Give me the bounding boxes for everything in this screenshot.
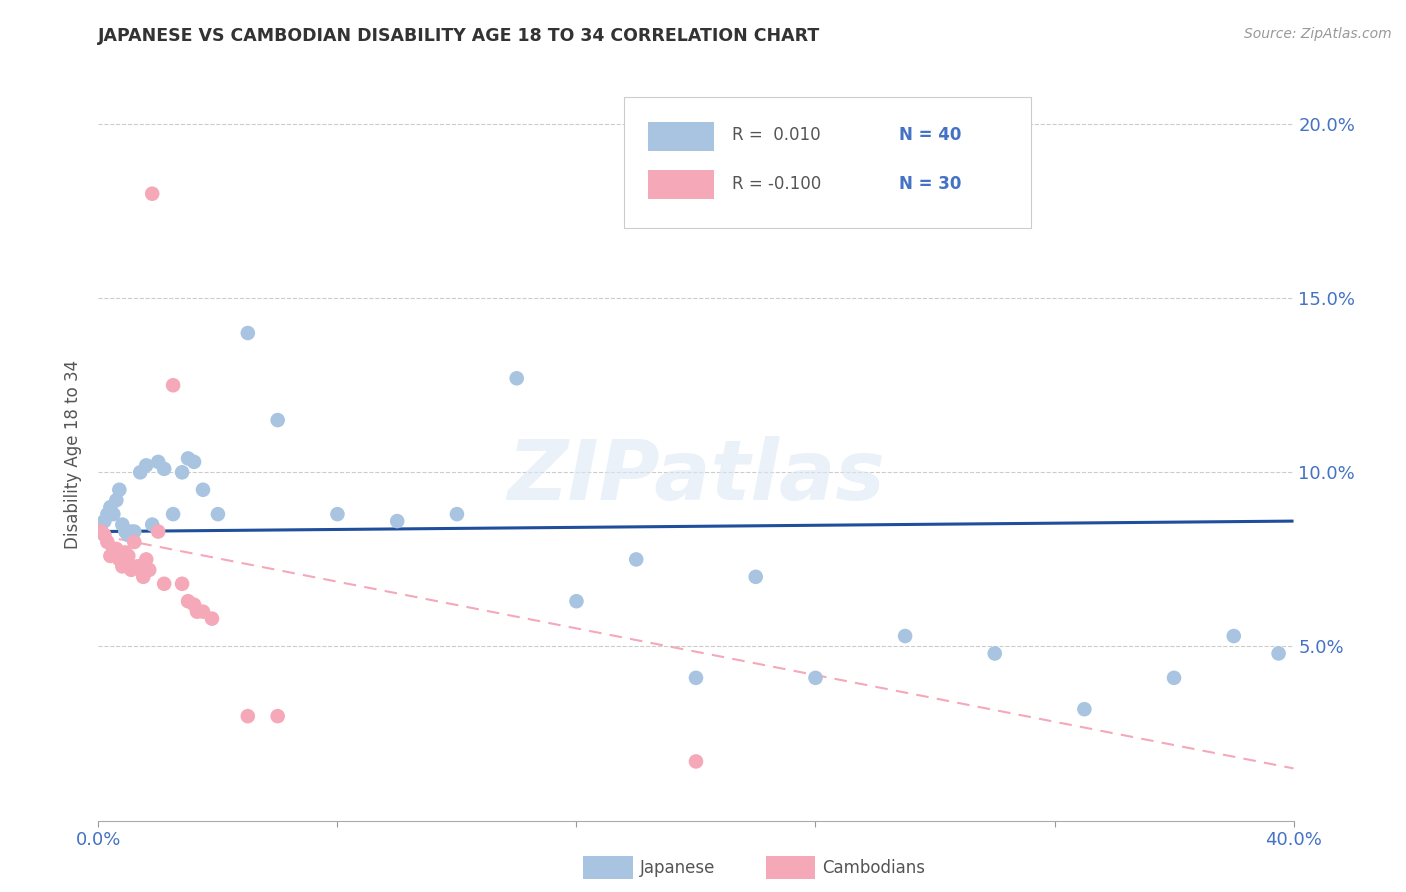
Point — [191, 605, 214, 619]
Point — [162, 507, 184, 521]
Point — [804, 671, 827, 685]
Point — [90, 524, 112, 539]
Point — [201, 612, 224, 626]
FancyBboxPatch shape — [648, 169, 714, 199]
Point — [138, 563, 160, 577]
Point — [129, 559, 152, 574]
Point — [100, 549, 122, 563]
Point — [117, 528, 139, 542]
Text: N = 30: N = 30 — [900, 176, 962, 194]
Point — [153, 462, 176, 476]
Point — [186, 605, 208, 619]
Point — [506, 371, 529, 385]
Point — [108, 552, 131, 566]
Point — [129, 466, 152, 480]
Point — [132, 570, 155, 584]
Point — [153, 576, 176, 591]
Point — [183, 598, 205, 612]
Point — [236, 326, 259, 340]
Point — [93, 528, 115, 542]
Point — [96, 507, 118, 521]
Point — [183, 455, 205, 469]
Point — [90, 524, 112, 539]
Point — [565, 594, 588, 608]
FancyBboxPatch shape — [624, 96, 1031, 228]
Point — [141, 517, 163, 532]
Point — [1223, 629, 1246, 643]
Point — [135, 458, 157, 473]
Y-axis label: Disability Age 18 to 34: Disability Age 18 to 34 — [65, 360, 83, 549]
Point — [894, 629, 917, 643]
Point — [177, 451, 200, 466]
Text: R = -0.100: R = -0.100 — [733, 176, 821, 194]
Point — [105, 493, 128, 508]
Point — [148, 455, 170, 469]
Point — [685, 755, 707, 769]
Point — [93, 514, 115, 528]
Point — [120, 524, 142, 539]
Point — [326, 507, 349, 521]
Text: JAPANESE VS CAMBODIAN DISABILITY AGE 18 TO 34 CORRELATION CHART: JAPANESE VS CAMBODIAN DISABILITY AGE 18 … — [98, 27, 821, 45]
Point — [148, 524, 170, 539]
Point — [177, 594, 200, 608]
Point — [267, 709, 290, 723]
Point — [135, 552, 157, 566]
Point — [124, 524, 146, 539]
Text: Cambodians: Cambodians — [823, 859, 925, 877]
Point — [745, 570, 768, 584]
Point — [103, 541, 125, 556]
Text: N = 40: N = 40 — [900, 127, 962, 145]
Point — [103, 507, 125, 521]
Point — [120, 563, 142, 577]
Text: ZIPatlas: ZIPatlas — [508, 436, 884, 517]
Point — [111, 517, 134, 532]
Point — [1163, 671, 1185, 685]
Point — [267, 413, 290, 427]
Point — [236, 709, 259, 723]
Point — [626, 552, 648, 566]
Point — [108, 483, 131, 497]
Point — [114, 545, 136, 559]
Point — [114, 524, 136, 539]
Point — [385, 514, 409, 528]
Point — [446, 507, 468, 521]
Point — [685, 671, 707, 685]
Text: R =  0.010: R = 0.010 — [733, 127, 821, 145]
Point — [172, 576, 194, 591]
Point — [172, 466, 194, 480]
Point — [100, 500, 122, 515]
Point — [207, 507, 229, 521]
Text: Source: ZipAtlas.com: Source: ZipAtlas.com — [1244, 27, 1392, 41]
Point — [141, 186, 163, 201]
Point — [117, 549, 139, 563]
Point — [162, 378, 184, 392]
Point — [191, 483, 214, 497]
Point — [127, 559, 149, 574]
Point — [96, 535, 118, 549]
Point — [124, 535, 146, 549]
Point — [105, 541, 128, 556]
Point — [111, 559, 134, 574]
Point — [1267, 647, 1289, 661]
Point — [984, 647, 1007, 661]
Point — [1073, 702, 1095, 716]
FancyBboxPatch shape — [648, 122, 714, 152]
Text: Japanese: Japanese — [640, 859, 716, 877]
